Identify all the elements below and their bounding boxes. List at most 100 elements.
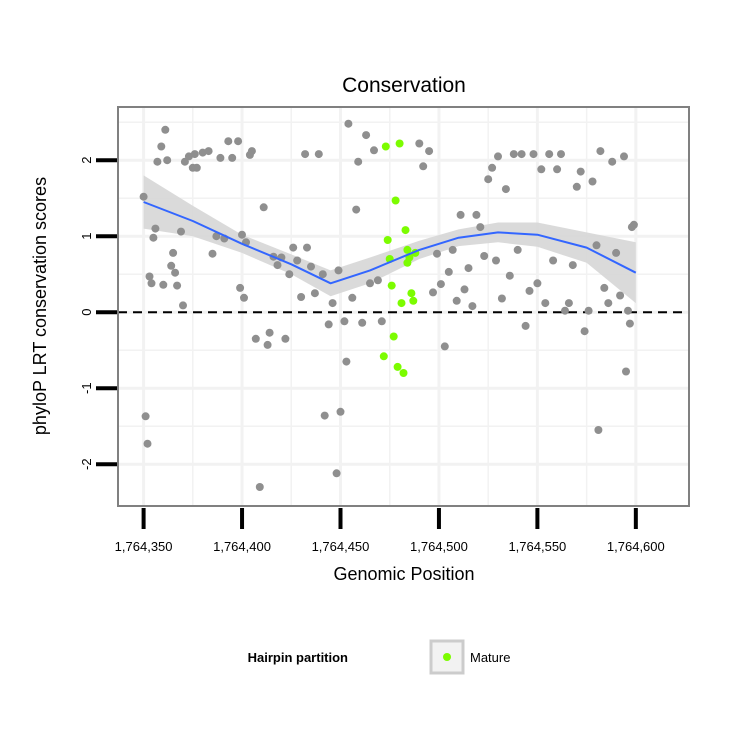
legend-title: Hairpin partition [248, 650, 348, 665]
other-point [358, 318, 367, 327]
other-point [448, 245, 457, 254]
other-point [370, 146, 378, 155]
other-point [476, 223, 485, 232]
loess-smooth-line [143, 201, 637, 285]
other-point [525, 286, 534, 295]
mature-point [403, 245, 412, 254]
mature-point [395, 139, 404, 148]
other-point [576, 167, 585, 176]
other-point [354, 157, 363, 166]
other-point [177, 227, 185, 236]
other-point [429, 288, 437, 297]
other-point [620, 152, 628, 161]
other-point [440, 342, 449, 351]
other-point [234, 137, 243, 146]
other-point [255, 483, 264, 491]
other-point [415, 139, 424, 148]
plot-panel [117, 106, 690, 507]
mature-point [379, 352, 388, 361]
y-axis: -2 -1 0 1 2 [79, 157, 117, 470]
other-point [153, 157, 162, 166]
other-point [433, 249, 441, 258]
other-point [517, 150, 526, 159]
other-point [236, 283, 245, 292]
mature-point [407, 289, 416, 298]
other-point [545, 150, 554, 159]
other-point [533, 279, 542, 288]
other-point [425, 147, 434, 156]
other-point [344, 119, 353, 128]
other-point [171, 268, 180, 277]
other-point [247, 147, 256, 156]
other-point [592, 241, 601, 250]
other-point [494, 152, 502, 161]
other-point [251, 334, 260, 343]
other-point [529, 150, 538, 159]
other-point [336, 407, 345, 416]
other-point [334, 266, 343, 275]
legend: Hairpin partition Mature [248, 639, 510, 675]
other-point [332, 469, 341, 478]
other-point [366, 279, 374, 288]
other-point [580, 327, 589, 336]
other-point [208, 249, 217, 258]
other-point [557, 150, 565, 159]
other-point [505, 271, 514, 280]
other-point [572, 182, 581, 191]
panel-border [117, 106, 690, 507]
other-point [352, 205, 361, 214]
mature-point [397, 299, 406, 308]
other-point [289, 243, 298, 252]
other-point [373, 276, 382, 285]
other-point [460, 285, 469, 294]
x-tick-label: 1,764,450 [312, 539, 370, 554]
mature-point [399, 369, 408, 377]
x-axis: 1,764,350 1,764,400 1,764,450 1,764,500 1,76… [115, 508, 665, 554]
other-point [513, 245, 522, 254]
other-point [216, 153, 225, 162]
other-point [541, 299, 550, 308]
other-point [468, 302, 477, 311]
y-tick-label: 1 [79, 233, 94, 240]
confidence-band-layer [143, 175, 636, 304]
mature-point [389, 332, 398, 341]
x-tick-label: 1,764,600 [607, 539, 665, 554]
y-tick-label: -1 [79, 382, 94, 394]
other-point [293, 256, 302, 265]
other-point [161, 125, 170, 134]
points-layer [139, 119, 638, 491]
other-point [436, 280, 445, 289]
x-tick-label: 1,764,350 [115, 539, 173, 554]
other-point [419, 162, 428, 171]
y-axis-title: phyloP LRT conservation scores [30, 177, 50, 435]
other-point [263, 340, 272, 349]
other-point [324, 320, 333, 329]
confidence-band [143, 175, 636, 304]
other-point [228, 153, 237, 162]
mature-point [393, 362, 402, 371]
other-point [340, 317, 349, 326]
other-point [629, 220, 638, 229]
other-point [259, 203, 268, 212]
other-point [622, 367, 630, 376]
other-point [584, 306, 593, 315]
legend-key-mature-point [443, 653, 451, 661]
other-point [240, 293, 248, 302]
other-point [588, 177, 597, 186]
other-point [596, 147, 605, 156]
y-tick-label: -2 [79, 458, 94, 470]
other-point [238, 230, 246, 239]
chart-title: Conservation [342, 74, 466, 97]
other-point [342, 357, 351, 366]
other-point [169, 248, 178, 257]
other-point [472, 210, 481, 219]
other-point [625, 319, 634, 328]
other-point [521, 321, 530, 330]
other-point [492, 256, 500, 265]
other-point [377, 317, 386, 326]
other-point [509, 150, 518, 159]
x-tick-label: 1,764,400 [213, 539, 271, 554]
other-point [616, 291, 625, 300]
mature-point [381, 142, 390, 151]
